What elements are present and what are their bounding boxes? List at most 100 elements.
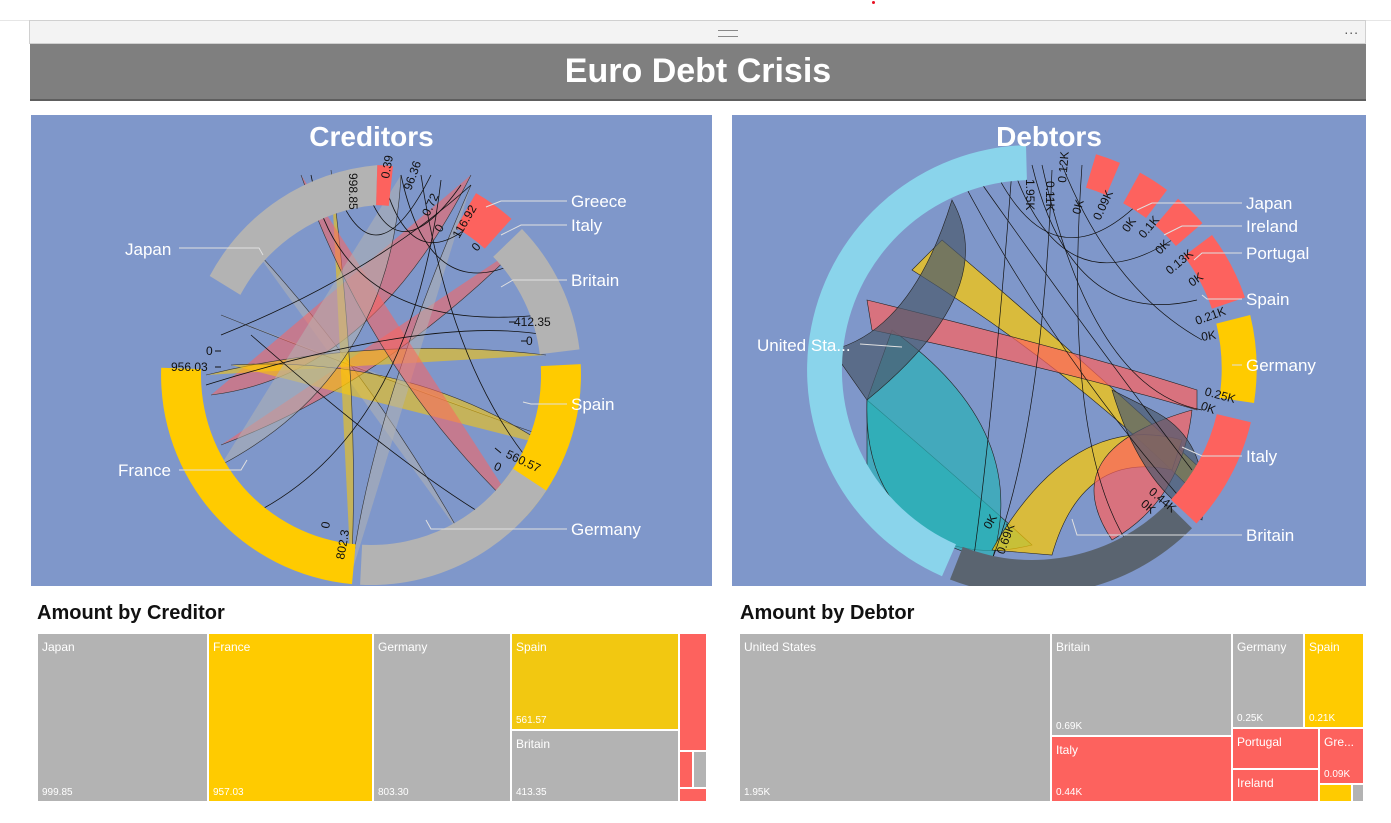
treemap-cell-ireland[interactable]: Ireland [1232, 769, 1319, 802]
tick-label: 0K [1199, 399, 1218, 417]
arc-france[interactable] [161, 367, 356, 585]
cell-name: Gre... [1324, 735, 1355, 749]
tick-label: 412.35 [514, 315, 551, 329]
arc-japan[interactable] [1086, 154, 1120, 196]
debtors-chord-chart[interactable]: Japan Ireland Portugal Spain United Sta.… [732, 115, 1366, 586]
debtor-treemap[interactable]: United States 1.95K Britain 0.69K Italy … [739, 633, 1364, 802]
cell-value: 0.25K [1237, 713, 1264, 724]
cell-name: Italy [1056, 743, 1079, 757]
tick-label: 0K [1152, 237, 1172, 257]
debtors-chord-svg[interactable]: Japan Ireland Portugal Spain United Sta.… [732, 115, 1366, 586]
ribbon [330, 169, 354, 576]
drag-handle-icon[interactable] [718, 30, 738, 37]
tick-label: 0.39 [378, 154, 396, 180]
arc-japan[interactable] [209, 165, 378, 295]
cell-value: 1.95K [744, 787, 771, 798]
cell-name: France [213, 640, 251, 654]
treemap-cell-small[interactable] [679, 751, 693, 788]
label-italy: Italy [571, 216, 603, 235]
label-united-states: United Sta... [757, 336, 851, 355]
label-japan: Japan [1246, 194, 1292, 213]
arc-italy[interactable] [456, 193, 512, 249]
label-spain: Spain [1246, 290, 1289, 309]
treemap-cell-greece[interactable]: Gre... 0.09K [1319, 728, 1364, 784]
label-spain: Spain [571, 395, 614, 414]
treemap-cell-small[interactable] [679, 788, 707, 802]
visual-header[interactable]: ... [29, 20, 1366, 44]
indicator-dot [872, 1, 875, 4]
cell-name: Ireland [1237, 776, 1274, 790]
tick-label: 0K [1119, 215, 1139, 235]
tick-label: 0K [1200, 328, 1217, 344]
label-portugal: Portugal [1246, 244, 1309, 263]
arc-germany[interactable] [1216, 315, 1257, 403]
cell-name: Japan [42, 640, 75, 654]
cell-value: 803.30 [378, 787, 409, 798]
dashboard-title: Euro Debt Crisis [30, 44, 1366, 101]
treemap-cell-small[interactable] [1352, 784, 1364, 802]
label-germany: Germany [571, 520, 641, 539]
cell-value: 0.09K [1324, 769, 1351, 780]
cell-name: Germany [1237, 640, 1287, 654]
cell-value: 957.03 [213, 787, 244, 798]
arc-germany[interactable] [360, 468, 547, 585]
tick-label: 0 [492, 459, 504, 475]
treemap-cell-small[interactable] [693, 751, 707, 788]
cell-name: United States [744, 640, 817, 654]
arc-greece-part[interactable] [376, 165, 393, 206]
treemap-cell-germany[interactable]: Germany 803.30 [373, 633, 511, 802]
amount-by-debtor-title: Amount by Debtor [740, 602, 915, 624]
treemap-cell-france[interactable]: France 957.03 [208, 633, 373, 802]
tick-label: 0 [206, 344, 213, 358]
ribbon [831, 199, 966, 401]
cell-value: 0.69K [1056, 721, 1083, 732]
treemap-cell-spain[interactable]: Spain 0.21K [1304, 633, 1364, 728]
treemap-cell-italy[interactable]: Italy 0.44K [1051, 736, 1232, 802]
label-britain: Britain [571, 271, 619, 290]
treemap-cell-germany[interactable]: Germany 0.25K [1232, 633, 1304, 728]
treemap-cell-britain[interactable]: Britain 413.35 [511, 730, 679, 802]
arc-britain[interactable] [950, 503, 1192, 586]
amount-by-creditor-title: Amount by Creditor [37, 602, 225, 624]
treemap-cell-britain[interactable]: Britain 0.69K [1051, 633, 1232, 736]
creditors-chord-svg[interactable]: Japan France Greece Italy Britain Spain … [31, 115, 712, 586]
treemap-cell-portugal[interactable]: Portugal [1232, 728, 1319, 769]
arc-portugal[interactable] [1155, 198, 1203, 246]
tick-label: 1.95K [1023, 179, 1037, 210]
more-options-button[interactable]: ... [1344, 21, 1359, 37]
treemap-cell-spain[interactable]: Spain 561.57 [511, 633, 679, 730]
treemap-cell-japan[interactable]: Japan 999.85 [37, 633, 208, 802]
tick-label: 0K [1186, 270, 1206, 290]
treemap-cell-small[interactable] [1319, 784, 1352, 802]
arc-ireland[interactable] [1123, 172, 1167, 218]
cell-value: 413.35 [516, 787, 547, 798]
arc-united-states[interactable] [807, 145, 1027, 577]
creditor-treemap[interactable]: Japan 999.85 France 957.03 Germany 803.3… [37, 633, 707, 802]
cell-value: 561.57 [516, 715, 547, 726]
cell-name: Britain [516, 737, 551, 751]
arc-italy[interactable] [1170, 414, 1251, 524]
ribbon [866, 299, 1198, 411]
top-bar [0, 0, 1391, 21]
arc-britain[interactable] [493, 229, 580, 355]
label-italy: Italy [1246, 447, 1278, 466]
label-britain: Britain [1246, 526, 1294, 545]
cell-name: Spain [516, 640, 547, 654]
cell-name: Spain [1309, 640, 1340, 654]
label-france: France [118, 461, 171, 480]
cell-name: Britain [1056, 640, 1091, 654]
ribbon [1111, 389, 1204, 521]
arc-spain[interactable] [1184, 235, 1245, 309]
creditors-title: Creditors [309, 121, 434, 152]
treemap-cell-small[interactable] [679, 633, 707, 751]
cell-value: 999.85 [42, 787, 73, 798]
cell-value: 0.21K [1309, 713, 1336, 724]
creditors-chord-chart[interactable]: Japan France Greece Italy Britain Spain … [31, 115, 712, 586]
treemap-cell-united-states[interactable]: United States 1.95K [739, 633, 1051, 802]
debtors-title: Debtors [996, 121, 1102, 152]
tick-label: 0.12K [1055, 151, 1072, 183]
tick-label: 0.09K [1090, 188, 1116, 222]
label-japan: Japan [125, 240, 171, 259]
tick-label: 0K [1069, 198, 1086, 216]
cell-value: 0.44K [1056, 787, 1083, 798]
